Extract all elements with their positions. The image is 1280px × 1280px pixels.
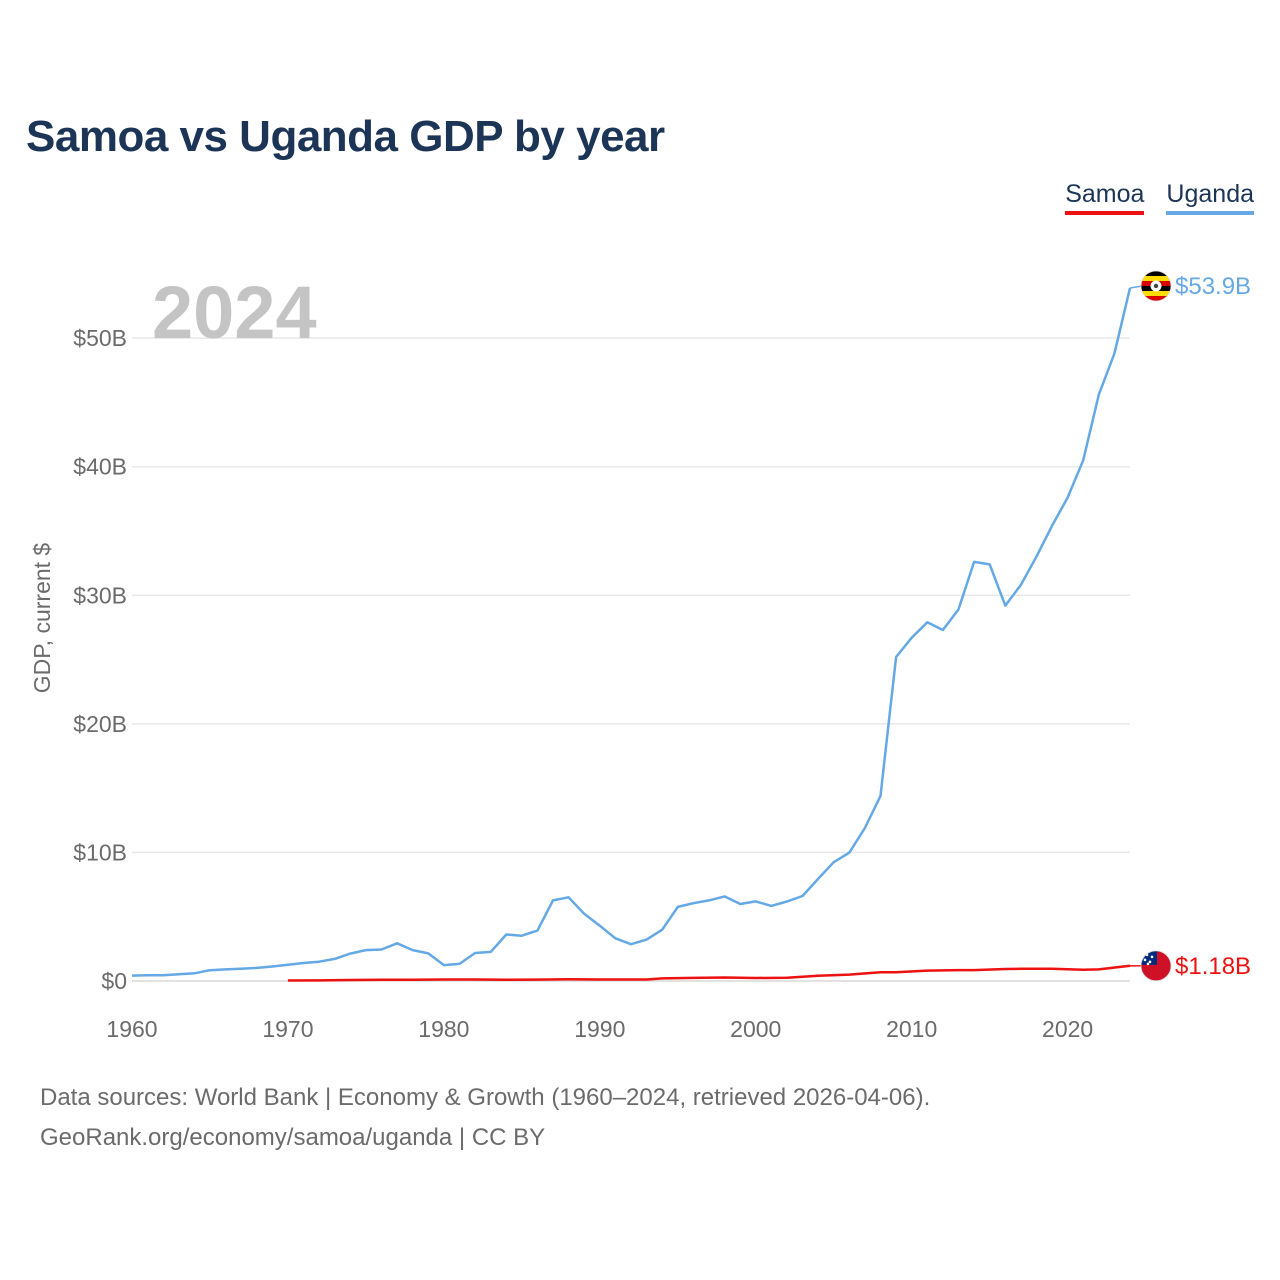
y-tick-label: $50B xyxy=(73,325,127,351)
axis-ticks: $0 $10B $20B $30B $40B $50B 1960 1970 1980 1990 20… xyxy=(73,325,1093,1042)
y-tick-label: $0 xyxy=(101,968,127,994)
gridlines xyxy=(132,337,1130,982)
y-tick-label: $30B xyxy=(73,582,127,608)
series-line-samoa xyxy=(287,964,1131,982)
legend-item-uganda[interactable]: Uganda xyxy=(1166,180,1254,215)
y-tick-label: $20B xyxy=(73,711,127,737)
end-value-label: $53.9B xyxy=(1175,273,1251,300)
legend-item-samoa[interactable]: Samoa xyxy=(1065,180,1145,215)
end-connector xyxy=(1129,285,1143,289)
x-tick-label: 1990 xyxy=(574,1016,625,1042)
uganda-flag-icon xyxy=(1140,270,1172,302)
x-tick-label: 1970 xyxy=(262,1016,313,1042)
x-tick-label: 2020 xyxy=(1042,1016,1093,1042)
series-line-uganda xyxy=(131,287,1132,977)
y-tick-label: $40B xyxy=(73,454,127,480)
samoa-flag-icon xyxy=(1140,950,1172,982)
x-tick-label: 1960 xyxy=(106,1016,157,1042)
x-tick-label: 1980 xyxy=(418,1016,469,1042)
end-markers: $53.9B $1.18B xyxy=(1129,270,1251,982)
legend: Samoa Uganda xyxy=(1065,180,1254,215)
y-axis-label: GDP, current $ xyxy=(29,543,55,694)
end-value-label: $1.18B xyxy=(1175,953,1251,980)
source-note: Data sources: World Bank | Economy & Gro… xyxy=(40,1084,931,1111)
x-tick-label: 2000 xyxy=(730,1016,781,1042)
year-watermark: 2024 xyxy=(152,271,317,354)
series-lines xyxy=(131,287,1132,982)
chart-title: Samoa vs Uganda GDP by year xyxy=(26,112,665,161)
source-credit-link[interactable]: GeoRank.org/economy/samoa/uganda | CC BY xyxy=(40,1124,546,1151)
x-tick-label: 2010 xyxy=(886,1016,937,1042)
y-tick-label: $10B xyxy=(73,839,127,865)
